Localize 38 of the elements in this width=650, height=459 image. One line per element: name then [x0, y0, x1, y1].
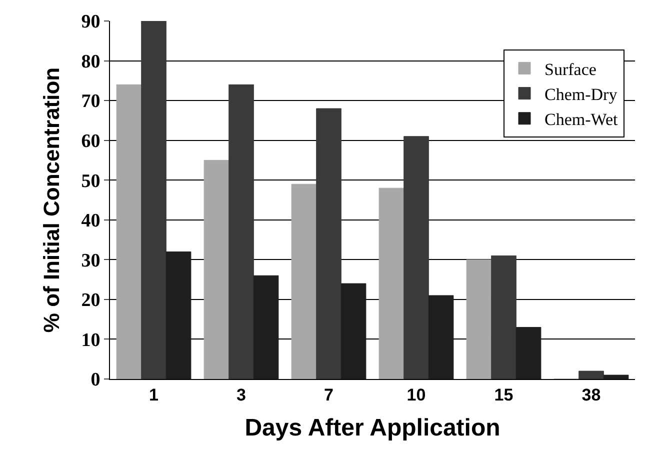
bar: [141, 21, 166, 379]
bar: [516, 327, 542, 379]
x-tick-label: 3: [236, 385, 246, 404]
y-tick-label: 80: [81, 51, 100, 72]
y-tick-label: 30: [81, 250, 100, 272]
x-tick-label: 1: [149, 385, 158, 404]
bar: [466, 259, 492, 379]
legend-label: Surface: [544, 60, 596, 79]
x-tick-label: 7: [324, 385, 334, 404]
bar: [491, 255, 516, 379]
y-tick-label: 50: [81, 170, 100, 192]
y-tick-label: 70: [81, 91, 100, 112]
bar: [204, 160, 230, 379]
bar: [340, 283, 366, 379]
bar: [291, 184, 317, 379]
x-tick-label: 15: [494, 385, 514, 404]
bar: [578, 370, 604, 379]
x-axis-title: Days After Application: [244, 414, 500, 442]
bar: [404, 136, 429, 379]
y-tick-label: 10: [81, 330, 100, 351]
bar: [603, 374, 629, 379]
bar: [316, 108, 342, 379]
x-tick-label: 10: [406, 385, 426, 404]
bar: [228, 84, 254, 379]
y-tick-label: 20: [81, 290, 100, 312]
y-tick-label: 60: [81, 130, 100, 152]
x-tick-label: 38: [582, 385, 601, 404]
legend-label: Chem-Dry: [544, 84, 618, 104]
bar: [116, 84, 142, 379]
y-axis-title: % of Initial Concentration: [39, 67, 64, 333]
y-tick-label: 40: [81, 210, 100, 232]
y-tick-label: 90: [81, 12, 100, 33]
legend-label: Chem-Wet: [544, 110, 618, 130]
bar: [253, 275, 279, 379]
bar: [428, 295, 454, 379]
bar: [378, 188, 404, 379]
y-tick-label: 0: [90, 370, 100, 391]
bar: [166, 251, 192, 379]
